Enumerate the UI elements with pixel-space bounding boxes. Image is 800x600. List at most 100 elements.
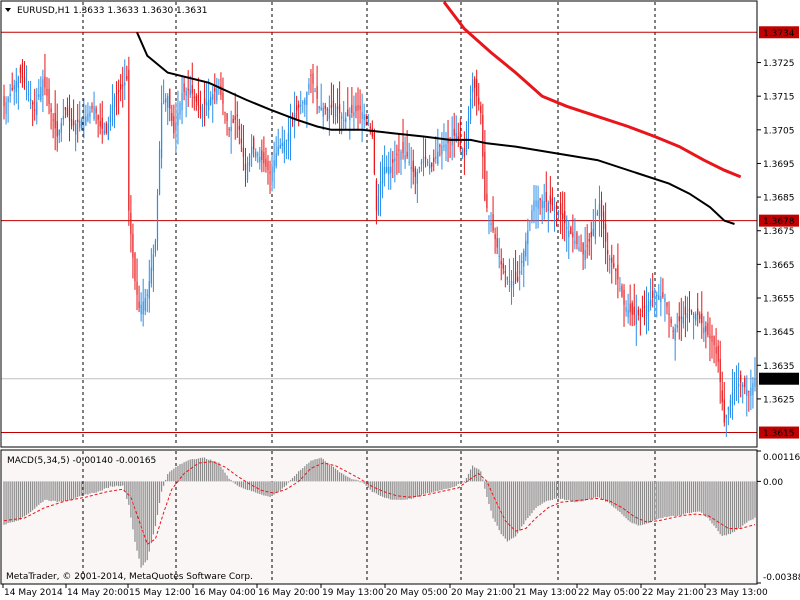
candle (128, 69, 130, 211)
macd-bar (308, 462, 310, 482)
macd-bar (189, 459, 191, 482)
macd-bar (574, 481, 576, 503)
macd-bar (347, 476, 349, 482)
macd-bar (707, 481, 709, 518)
candle (484, 152, 486, 201)
macd-bar (23, 481, 26, 517)
candle (641, 310, 644, 312)
macd-bar (117, 481, 120, 487)
macd-bar (163, 481, 165, 486)
candle (609, 258, 611, 260)
time-tick-label: 16 May 04:00 (194, 588, 256, 598)
candle (50, 108, 52, 113)
candle (156, 194, 159, 242)
candle (476, 79, 478, 97)
candle (343, 119, 345, 121)
candle (25, 88, 28, 90)
candle (13, 85, 15, 90)
macd-bar (682, 481, 684, 515)
macd-bar (373, 481, 375, 493)
candle (101, 117, 103, 129)
macd-bar (50, 481, 52, 502)
macd-bar (435, 481, 437, 492)
candle (717, 345, 719, 362)
macd-bar (68, 481, 71, 501)
macd-bar (490, 481, 492, 511)
macd-bar (746, 481, 748, 523)
candle (617, 264, 619, 280)
candle (244, 163, 247, 171)
macd-bar (433, 481, 435, 492)
macd-bar (402, 481, 404, 500)
candle (682, 316, 684, 324)
time-tick-label: 16 May 20:00 (258, 588, 320, 598)
candle (363, 114, 365, 120)
macd-bar (647, 481, 650, 524)
macd-bar (361, 481, 363, 483)
macd-bar (662, 481, 664, 518)
candle (369, 126, 371, 129)
macd-bar (343, 474, 345, 482)
candle (91, 105, 93, 109)
candle (146, 294, 148, 296)
macd-bar (408, 481, 410, 499)
macd-bar (617, 481, 619, 511)
candle (562, 213, 564, 219)
macd-bar (101, 481, 103, 491)
candle (158, 148, 161, 195)
macd-bar (576, 481, 578, 503)
candle (435, 156, 437, 159)
macd-bar (99, 481, 101, 491)
candle (285, 139, 288, 141)
macd-bar (62, 481, 64, 502)
macd-bar (641, 481, 644, 525)
candle (64, 107, 67, 110)
candle (187, 88, 189, 91)
candle (398, 149, 400, 151)
time-tick-label: 19 May 13:00 (322, 588, 384, 598)
candle (404, 155, 406, 163)
macd-bar (564, 481, 566, 500)
candle (629, 303, 631, 313)
macd-bar (418, 481, 421, 496)
time-tick-label: 20 May 05:00 (386, 588, 448, 598)
candle (226, 113, 228, 122)
macd-bar (193, 459, 195, 482)
macd-bar (97, 481, 99, 492)
candle (705, 325, 707, 332)
macd-bar (725, 481, 727, 536)
candle (267, 161, 269, 171)
candle (461, 150, 463, 152)
candle (690, 311, 693, 313)
candle (443, 144, 445, 148)
level-label-box (759, 26, 799, 39)
candle (613, 263, 615, 267)
macd-bar (322, 459, 324, 482)
macd-bar (533, 481, 535, 511)
candle (668, 313, 670, 315)
candle (570, 227, 572, 235)
macd-bar (54, 481, 56, 501)
macd-bar (377, 481, 380, 495)
candle (740, 374, 742, 383)
macd-bar (396, 481, 398, 500)
candle (271, 166, 273, 182)
macd-bar (441, 481, 443, 491)
candle (289, 126, 292, 142)
macd-bar (203, 457, 206, 482)
macd-bar (527, 481, 529, 519)
candle (257, 154, 259, 156)
macd-bar (238, 481, 240, 487)
candle (175, 123, 177, 131)
candle (105, 123, 107, 134)
candle (330, 104, 333, 108)
macd-bar (353, 479, 355, 482)
candle (431, 162, 433, 167)
macd-bar (598, 481, 601, 498)
macd-bar (531, 481, 533, 514)
chevron-down-icon[interactable] (5, 8, 11, 12)
candle (66, 107, 69, 116)
macd-bar (138, 481, 140, 559)
macd-bar (273, 481, 275, 495)
